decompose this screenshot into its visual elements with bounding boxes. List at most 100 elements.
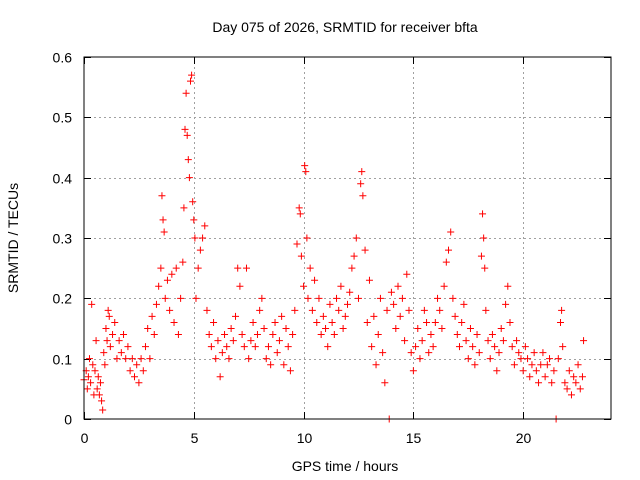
data-point [311, 276, 319, 284]
data-point [212, 355, 220, 363]
data-point [429, 343, 437, 351]
data-point [488, 331, 496, 339]
data-point [567, 391, 575, 399]
data-point [303, 234, 311, 242]
data-point [227, 325, 235, 332]
data-point [481, 264, 489, 272]
data-point [346, 288, 354, 296]
data-point [561, 379, 569, 387]
data-point [440, 282, 448, 290]
data-point [267, 361, 275, 369]
data-point [111, 318, 119, 326]
data-point [256, 306, 264, 314]
data-point [115, 337, 123, 345]
data-point [210, 318, 218, 326]
data-point [135, 379, 143, 387]
data-point [245, 355, 253, 363]
data-point [185, 174, 193, 182]
data-point [376, 294, 384, 302]
data-point [524, 355, 532, 363]
data-point [223, 343, 231, 351]
data-point [271, 318, 279, 326]
data-point [273, 349, 281, 357]
data-point [464, 355, 472, 363]
data-point [128, 355, 136, 363]
data-point [539, 349, 547, 357]
data-point [92, 337, 100, 345]
data-point [184, 156, 192, 164]
data-point [455, 343, 463, 351]
data-point [168, 270, 176, 278]
data-point [139, 367, 147, 375]
data-point [565, 367, 573, 375]
data-point [293, 240, 301, 248]
data-point [91, 367, 99, 375]
data-point [160, 228, 168, 236]
data-point [179, 258, 187, 266]
x-tick-label: 5 [191, 430, 199, 446]
data-point [339, 325, 347, 332]
data-point [416, 355, 424, 363]
data-point [357, 180, 365, 188]
y-axis-ticks: 0 0.1 0.2 0.3 0.4 0.5 0.6 [53, 50, 611, 428]
data-point [296, 210, 304, 218]
data-point [526, 373, 534, 381]
data-point [473, 331, 481, 339]
data-point [335, 306, 343, 314]
data-point [420, 306, 428, 314]
data-point [207, 343, 215, 351]
data-point [87, 379, 95, 387]
data-point [172, 264, 180, 272]
data-point [302, 168, 310, 176]
data-point [232, 312, 240, 320]
data-point [304, 294, 312, 302]
data-point [282, 325, 290, 332]
data-point [158, 192, 166, 200]
x-tick-label: 10 [297, 430, 313, 446]
data-point [497, 325, 505, 332]
data-point [358, 168, 366, 176]
data-point [576, 385, 584, 393]
data-point [379, 349, 387, 357]
data-point [286, 367, 294, 375]
data-point [182, 89, 190, 97]
data-point [513, 337, 521, 345]
data-point [471, 361, 479, 369]
data-point [333, 294, 341, 302]
data-point [313, 318, 321, 326]
data-point [260, 325, 268, 332]
data-point [300, 282, 308, 290]
data-point [124, 343, 132, 351]
data-point [451, 312, 459, 320]
data-point [508, 343, 516, 351]
data-point [152, 300, 160, 308]
data-point [83, 385, 91, 393]
data-point [504, 282, 512, 290]
data-point [387, 288, 395, 296]
data-point [275, 337, 283, 345]
data-point [348, 264, 356, 272]
data-point [280, 361, 288, 369]
data-point [344, 300, 351, 308]
data-point [106, 343, 114, 351]
data-point [477, 252, 485, 260]
data-point [368, 343, 376, 351]
data-point [506, 318, 514, 326]
data-point [563, 385, 571, 393]
data-point [174, 331, 182, 339]
data-point [359, 192, 367, 200]
data-point [407, 349, 415, 357]
data-point [475, 349, 483, 357]
data-point [201, 222, 209, 230]
data-point [238, 331, 246, 339]
data-point [574, 361, 582, 369]
data-point [546, 355, 554, 363]
data-point [117, 349, 125, 357]
data-point [192, 294, 200, 302]
data-point [434, 294, 442, 302]
data-point [427, 331, 435, 339]
data-point [431, 318, 439, 326]
data-point [216, 373, 224, 381]
data-point [425, 349, 433, 357]
data-point [166, 306, 174, 314]
